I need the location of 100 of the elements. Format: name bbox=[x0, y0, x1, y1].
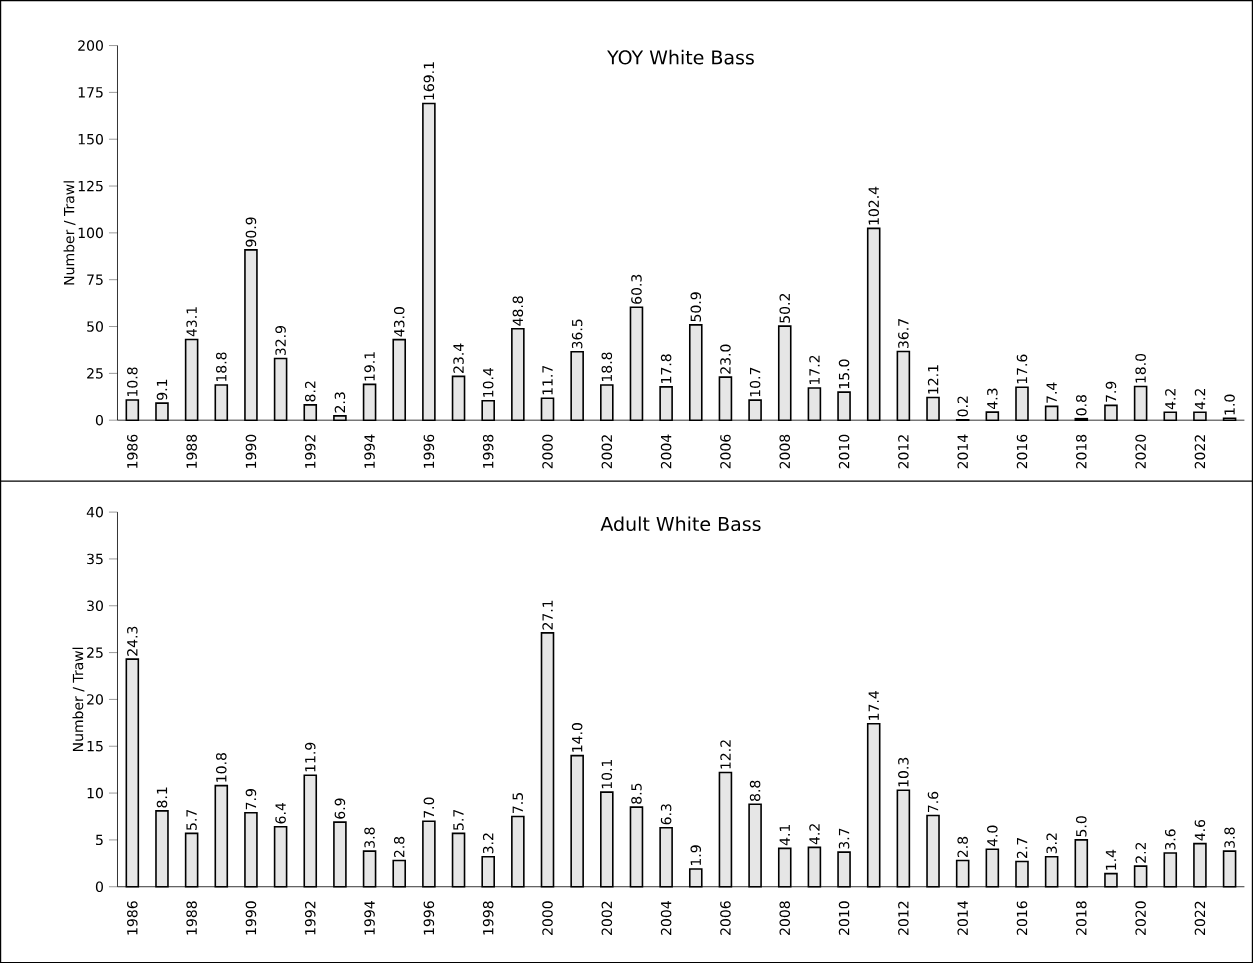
x-tick-label: 2022 bbox=[1194, 901, 1206, 935]
y-axis-title: Number / Trawl bbox=[63, 181, 76, 285]
data-label: 3.8 bbox=[1224, 827, 1235, 848]
y-tick-label: 25 bbox=[87, 367, 103, 379]
y-tick-label: 25 bbox=[87, 647, 103, 658]
y-tick-label: 50 bbox=[87, 321, 103, 332]
y-tick-label: 175 bbox=[78, 87, 103, 98]
x-tick-label: 2018 bbox=[1076, 901, 1087, 935]
x-tick-label: 2022 bbox=[1194, 435, 1206, 469]
data-label: 7.0 bbox=[423, 797, 435, 818]
x-tick-label: 2014 bbox=[957, 900, 968, 935]
data-label: 43.0 bbox=[393, 306, 405, 337]
data-label: 6.9 bbox=[334, 798, 346, 819]
y-tick-label: 15 bbox=[87, 740, 103, 752]
data-label: 4.3 bbox=[987, 388, 998, 409]
data-label: 48.8 bbox=[512, 296, 524, 326]
data-label: 8.1 bbox=[156, 787, 168, 808]
x-tick-label: 1988 bbox=[186, 901, 197, 935]
x-tick-label: 2010 bbox=[838, 434, 850, 469]
data-label: 0.8 bbox=[1076, 394, 1087, 416]
x-tick-label: 2004 bbox=[660, 900, 672, 935]
data-label: 10.8 bbox=[216, 752, 227, 782]
data-label: 19.1 bbox=[364, 352, 375, 381]
data-label: 7.4 bbox=[1046, 382, 1057, 403]
x-tick-label: 2014 bbox=[957, 434, 968, 469]
x-tick-label: 2004 bbox=[660, 434, 672, 469]
data-label: 24.3 bbox=[127, 626, 138, 656]
data-label: 50.2 bbox=[779, 293, 791, 323]
data-label: 7.9 bbox=[245, 788, 257, 810]
chart-title: YOY White Bass bbox=[607, 49, 754, 65]
data-label: 17.8 bbox=[660, 354, 672, 383]
data-label: 0.2 bbox=[957, 396, 968, 417]
data-label: 11.9 bbox=[304, 742, 316, 772]
data-label: 10.8 bbox=[127, 367, 138, 396]
data-label: 7.6 bbox=[927, 791, 939, 812]
data-label: 5.0 bbox=[1076, 816, 1087, 837]
data-label: 1.4 bbox=[1105, 849, 1117, 870]
x-tick-label: 1996 bbox=[423, 901, 435, 935]
data-label: 8.2 bbox=[304, 381, 316, 402]
data-label: 5.7 bbox=[186, 809, 197, 830]
data-label: 36.5 bbox=[571, 319, 583, 349]
x-tick-label: 1998 bbox=[482, 434, 494, 468]
x-tick-label: 1990 bbox=[245, 901, 257, 935]
x-tick-label: 2006 bbox=[720, 901, 731, 935]
data-label: 27.1 bbox=[542, 600, 553, 630]
data-label: 4.6 bbox=[1194, 819, 1206, 841]
data-label: 43.1 bbox=[186, 307, 197, 337]
data-label: 2.8 bbox=[957, 836, 968, 857]
x-tick-label: 2020 bbox=[1135, 434, 1146, 469]
x-tick-label: 2012 bbox=[898, 901, 909, 935]
data-label: 4.2 bbox=[1165, 388, 1176, 410]
x-tick-label: 2018 bbox=[1076, 434, 1087, 469]
data-label: 90.9 bbox=[245, 217, 257, 247]
data-label: 11.7 bbox=[542, 365, 553, 395]
y-tick-label: 0 bbox=[95, 414, 103, 426]
y-tick-label: 5 bbox=[96, 834, 103, 845]
x-tick-label: 2008 bbox=[779, 434, 791, 469]
data-label: 14.0 bbox=[571, 722, 583, 752]
x-tick-label: 1992 bbox=[304, 435, 316, 468]
data-label: 3.8 bbox=[364, 827, 375, 848]
x-tick-label: 2006 bbox=[720, 434, 731, 469]
data-label: 2.7 bbox=[1016, 837, 1028, 858]
data-label: 4.1 bbox=[779, 824, 790, 846]
x-tick-label: 2002 bbox=[601, 435, 613, 469]
data-label: 18.8 bbox=[601, 352, 613, 381]
y-tick-label: 0 bbox=[95, 881, 103, 892]
data-label: 10.4 bbox=[482, 367, 494, 397]
data-label: 3.2 bbox=[1046, 833, 1057, 854]
x-tick-label: 1994 bbox=[364, 900, 375, 935]
y-tick-label: 150 bbox=[78, 133, 103, 145]
data-label: 50.9 bbox=[690, 292, 702, 322]
data-label: 18.0 bbox=[1135, 353, 1146, 383]
x-tick-label: 2010 bbox=[838, 901, 850, 935]
x-tick-label: 2012 bbox=[898, 435, 909, 469]
data-label: 12.2 bbox=[720, 740, 731, 769]
x-tick-label: 1986 bbox=[127, 901, 138, 935]
x-tick-label: 1994 bbox=[364, 434, 375, 468]
y-tick-label: 75 bbox=[87, 274, 103, 285]
y-tick-label: 10 bbox=[87, 787, 103, 799]
x-tick-label: 1986 bbox=[127, 434, 138, 468]
data-label: 8.5 bbox=[631, 783, 642, 804]
data-label: 3.6 bbox=[1164, 829, 1176, 850]
data-label: 8.8 bbox=[749, 780, 761, 801]
y-axis-title: Number / Trawl bbox=[72, 647, 85, 751]
data-label: 10.3 bbox=[898, 757, 909, 787]
data-label: 102.4 bbox=[868, 186, 879, 225]
data-label: 7.9 bbox=[1105, 381, 1117, 402]
y-tick-label: 40 bbox=[86, 506, 103, 518]
data-label: 2.3 bbox=[334, 392, 346, 413]
y-tick-label: 125 bbox=[78, 180, 103, 192]
data-label: 2.2 bbox=[1135, 842, 1146, 863]
x-tick-label: 1998 bbox=[482, 901, 494, 935]
data-label: 23.4 bbox=[453, 343, 464, 373]
data-label: 60.3 bbox=[631, 274, 642, 304]
data-label: 3.7 bbox=[838, 828, 850, 849]
x-tick-label: 2000 bbox=[542, 434, 553, 469]
data-label: 6.4 bbox=[275, 802, 286, 824]
x-tick-label: 1992 bbox=[304, 901, 316, 935]
data-label: 3.2 bbox=[482, 833, 494, 854]
data-label: 17.4 bbox=[868, 690, 879, 720]
